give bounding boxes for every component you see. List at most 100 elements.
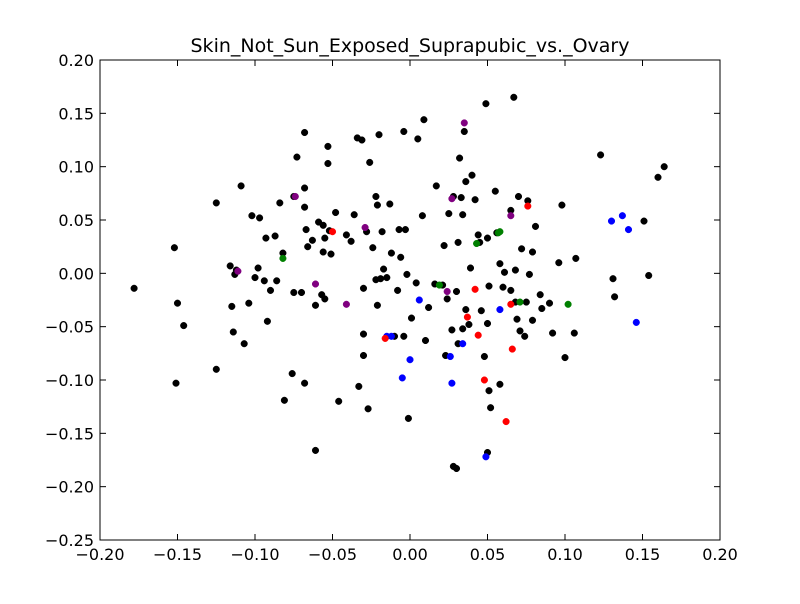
data-point — [328, 228, 337, 236]
data-point — [482, 453, 490, 461]
data-point — [304, 243, 312, 251]
data-point — [400, 332, 408, 340]
data-point — [545, 299, 554, 307]
data-point — [324, 142, 332, 150]
data-point — [373, 301, 381, 309]
y-tick-label: −0.15 — [45, 424, 94, 443]
data-point — [462, 178, 470, 186]
data-point — [256, 214, 264, 222]
x-tick-label: 0.15 — [625, 545, 661, 564]
data-point — [234, 267, 242, 275]
data-point — [366, 158, 374, 166]
data-point — [654, 173, 662, 181]
y-tick-label: 0.20 — [58, 51, 94, 70]
data-point — [454, 238, 462, 246]
data-point — [380, 265, 388, 273]
data-points — [130, 93, 668, 473]
data-point — [212, 365, 220, 373]
x-tick-label: −0.20 — [75, 545, 124, 564]
data-point — [377, 275, 385, 283]
data-point — [513, 315, 521, 323]
x-tick-label: 0.00 — [392, 545, 428, 564]
data-point — [460, 119, 468, 127]
data-point — [660, 163, 668, 171]
data-point — [180, 322, 188, 330]
data-point — [521, 332, 529, 340]
data-point — [420, 116, 428, 124]
data-point — [459, 325, 467, 333]
y-tick-label: 0.00 — [58, 264, 94, 283]
data-point — [293, 153, 301, 161]
data-point — [279, 254, 287, 262]
data-point — [499, 283, 507, 291]
data-point — [240, 340, 248, 348]
data-point — [355, 382, 363, 390]
data-point — [632, 318, 640, 326]
data-point — [522, 298, 530, 306]
data-point — [301, 379, 309, 387]
data-point — [518, 245, 526, 253]
data-point — [482, 100, 490, 108]
data-point — [448, 326, 456, 334]
data-point — [397, 253, 405, 261]
data-point — [404, 414, 412, 422]
data-point — [273, 277, 281, 285]
data-point — [564, 300, 572, 308]
data-point — [226, 262, 234, 270]
data-point — [516, 327, 524, 335]
data-point — [369, 244, 377, 252]
data-point — [421, 336, 430, 345]
y-tick-label: −0.20 — [45, 478, 94, 497]
data-point — [446, 352, 454, 361]
y-tick-label: −0.25 — [45, 531, 94, 550]
data-point — [607, 217, 616, 225]
data-point — [308, 236, 316, 244]
data-point — [280, 396, 288, 404]
data-point — [572, 254, 580, 262]
data-point — [528, 248, 537, 256]
data-point — [459, 340, 467, 348]
data-point — [398, 374, 406, 382]
data-point — [510, 93, 518, 101]
data-point — [228, 302, 236, 310]
data-point — [335, 397, 343, 405]
data-point — [403, 270, 411, 278]
data-point — [597, 151, 605, 159]
data-point — [375, 131, 383, 139]
data-point — [301, 203, 309, 211]
data-point — [508, 345, 516, 353]
data-point — [319, 221, 327, 229]
data-point — [561, 354, 569, 362]
data-point — [485, 387, 493, 395]
data-point — [386, 200, 394, 208]
data-point — [359, 284, 368, 292]
data-point — [260, 277, 268, 285]
x-tick-label: −0.10 — [230, 545, 279, 564]
data-point — [491, 187, 499, 195]
data-point — [618, 212, 626, 220]
x-tick-label: −0.05 — [308, 545, 357, 564]
data-point — [245, 299, 253, 307]
data-point — [288, 370, 296, 378]
data-point — [418, 212, 426, 220]
x-tick-label: 0.05 — [470, 545, 506, 564]
data-point — [432, 182, 440, 190]
data-point — [435, 281, 443, 289]
data-point — [254, 264, 262, 272]
data-point — [480, 352, 488, 361]
data-point — [645, 271, 653, 280]
data-point — [448, 379, 456, 387]
data-point — [407, 314, 416, 322]
data-point — [524, 202, 532, 210]
data-point — [361, 223, 369, 232]
data-point — [263, 317, 271, 325]
data-point — [173, 299, 182, 307]
data-point — [507, 300, 515, 308]
data-point — [480, 376, 488, 384]
data-point — [387, 332, 395, 340]
data-point — [170, 244, 178, 252]
data-point — [459, 211, 467, 219]
data-point — [549, 329, 557, 337]
data-point — [611, 293, 619, 301]
data-point — [457, 194, 465, 202]
